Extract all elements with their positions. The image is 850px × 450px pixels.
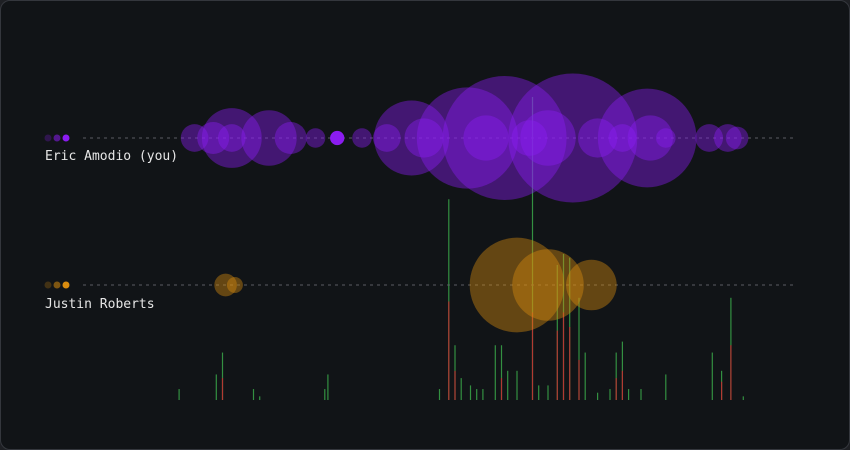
commit-bubble-eric-amodio-you-22 <box>656 128 676 148</box>
commit-bubble-eric-amodio-you-5 <box>274 122 307 154</box>
commit-bubble-eric-amodio-you-18 <box>578 118 618 158</box>
commit-bubble-eric-amodio-you-21 <box>627 115 673 161</box>
commit-bubble-eric-amodio-you-19 <box>608 124 637 152</box>
author-name-justin-roberts[interactable]: Justin Roberts <box>45 297 155 312</box>
lane-marker-dot-eric-amodio-you-1 <box>53 134 61 142</box>
commit-bubble-eric-amodio-you-20 <box>597 88 697 188</box>
commit-bubble-eric-amodio-you-1 <box>197 122 230 154</box>
lane-marker-dot-justin-roberts-2 <box>62 281 70 289</box>
commit-bubble-eric-amodio-you-7 <box>330 130 345 146</box>
commit-bubble-eric-amodio-you-14 <box>442 76 567 200</box>
commit-bubble-justin-roberts-4 <box>566 259 617 311</box>
commit-bubble-justin-roberts-0 <box>214 273 237 297</box>
commit-bubble-eric-amodio-you-13 <box>463 115 509 161</box>
commit-bubble-eric-amodio-you-10 <box>374 100 450 176</box>
commit-bubble-eric-amodio-you-4 <box>241 110 297 166</box>
commit-bubble-eric-amodio-you-17 <box>508 73 638 203</box>
lane-marker-dot-eric-amodio-you-2 <box>62 134 70 142</box>
commit-bubble-eric-amodio-you-15 <box>511 120 548 156</box>
commit-bubble-eric-amodio-you-11 <box>404 118 444 158</box>
lane-marker-dot-justin-roberts-0 <box>44 281 52 289</box>
commit-bubble-eric-amodio-you-25 <box>725 126 749 150</box>
author-name-eric-amodio[interactable]: Eric Amodio (you) <box>45 149 179 164</box>
commit-bubble-eric-amodio-you-16 <box>520 110 576 166</box>
commit-bubble-eric-amodio-you-9 <box>372 124 401 152</box>
commit-bubble-eric-amodio-you-24 <box>713 124 742 152</box>
commit-bubble-eric-amodio-you-12 <box>416 87 518 189</box>
commit-bubble-eric-amodio-you-3 <box>217 124 246 152</box>
commit-bubble-justin-roberts-1 <box>226 277 243 293</box>
commit-bubble-eric-amodio-you-6 <box>305 128 326 148</box>
commit-bubble-eric-amodio-you-23 <box>695 124 724 152</box>
commit-bubble-justin-roberts-2 <box>469 237 565 333</box>
lane-marker-dot-eric-amodio-you-0 <box>44 134 52 142</box>
lane-marker-dot-justin-roberts-1 <box>53 281 61 289</box>
commit-bubble-eric-amodio-you-0 <box>180 124 209 152</box>
commit-bubble-justin-roberts-3 <box>512 249 584 321</box>
commit-bubble-eric-amodio-you-2 <box>201 108 262 168</box>
commit-bubble-eric-amodio-you-8 <box>352 128 372 148</box>
